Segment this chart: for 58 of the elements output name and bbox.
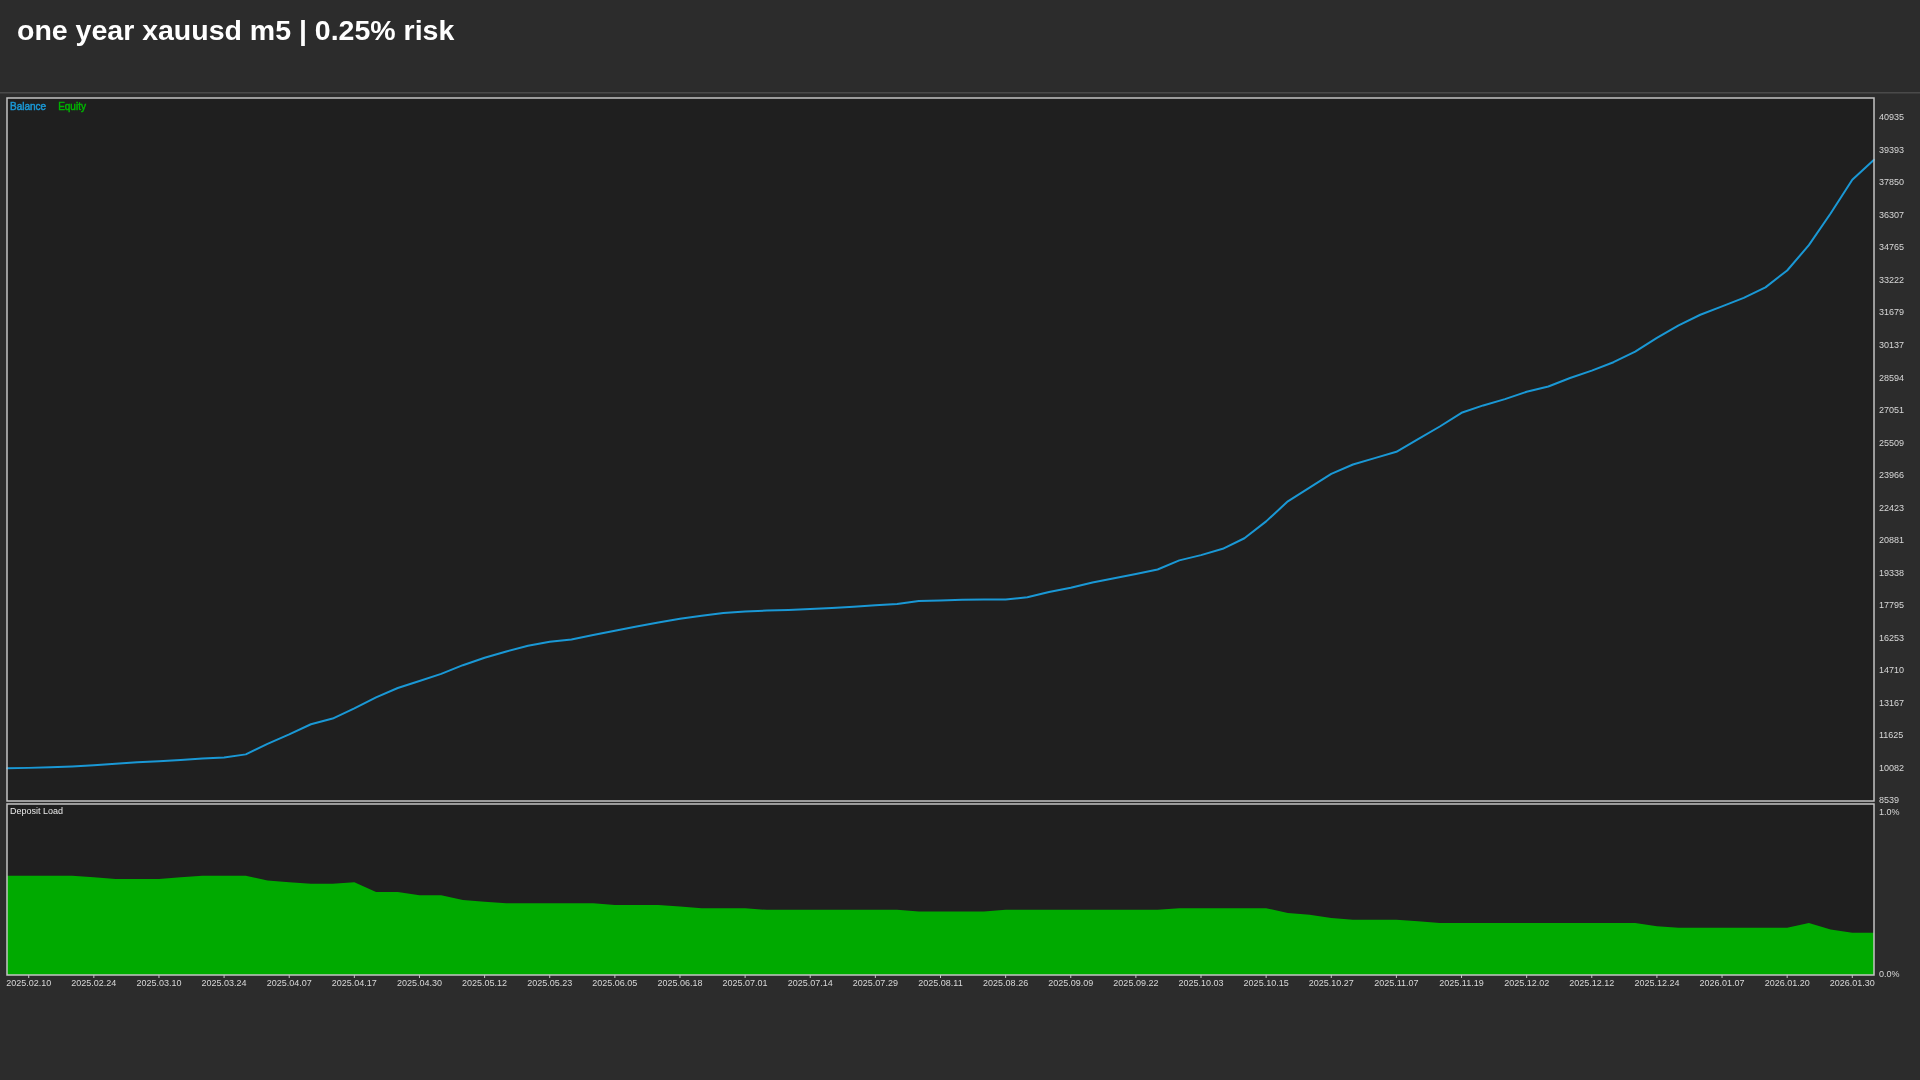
y-tick-label: 13167 bbox=[1879, 697, 1905, 708]
legend-label: Equity bbox=[58, 100, 86, 112]
y-tick-label: 23966 bbox=[1879, 470, 1905, 481]
y-tick-label: 33222 bbox=[1879, 274, 1905, 285]
y-tick-label: 30137 bbox=[1879, 339, 1905, 350]
y-tick-label: 25509 bbox=[1879, 437, 1905, 448]
x-tick-label: 2025.10.27 bbox=[1308, 978, 1354, 989]
x-tick-label: 2025.02.10 bbox=[6, 978, 52, 989]
x-tick-label: 2025.07.14 bbox=[787, 978, 833, 989]
y-tick-label: 31679 bbox=[1879, 307, 1905, 318]
x-tick-label: 2025.08.11 bbox=[918, 978, 963, 989]
x-tick-label: 2026.01.07 bbox=[1699, 978, 1745, 989]
y-tick-label: 11625 bbox=[1879, 730, 1904, 741]
y-tick-label: 20881 bbox=[1879, 535, 1905, 546]
y-tick-label: 8539 bbox=[1879, 795, 1900, 806]
chart-title: Deposit Load bbox=[10, 806, 64, 817]
x-tick-label: 2025.07.01 bbox=[722, 978, 768, 989]
x-tick-label: 2025.02.24 bbox=[71, 978, 117, 989]
text: Balance bbox=[10, 100, 47, 112]
y-tick-label: 19338 bbox=[1879, 567, 1905, 578]
x-tick-label: 2025.10.03 bbox=[1178, 978, 1224, 989]
y-tick-label: 27051 bbox=[1879, 405, 1905, 416]
x-tick-label: 2025.07.29 bbox=[852, 978, 898, 989]
x-tick-label: 2025.04.07 bbox=[266, 978, 312, 989]
x-tick-label: 2025.04.30 bbox=[396, 978, 442, 989]
x-tick-label: 2025.11.07 bbox=[1374, 978, 1419, 989]
y-tick-label: 28594 bbox=[1879, 372, 1905, 383]
y-tick-label: 16253 bbox=[1879, 632, 1905, 643]
y-tick-label: 17795 bbox=[1879, 600, 1905, 611]
y-tick-label: 1.0% bbox=[1879, 806, 1900, 817]
x-tick-label: 2025.12.24 bbox=[1634, 978, 1680, 989]
line-series bbox=[6, 158, 1875, 770]
x-tick-label: 2025.09.22 bbox=[1113, 978, 1159, 989]
x-tick-label: 2025.04.17 bbox=[331, 978, 377, 989]
x-tick-label: 2025.03.10 bbox=[136, 978, 182, 989]
x-tick-label: 2025.06.05 bbox=[592, 978, 638, 989]
y-tick-label: 10082 bbox=[1879, 762, 1905, 773]
y-tick-label: 34765 bbox=[1879, 242, 1905, 253]
x-tick-label: 2026.01.20 bbox=[1764, 978, 1810, 989]
x-tick-label: 2025.12.12 bbox=[1569, 978, 1615, 989]
y-tick-label: 37850 bbox=[1879, 177, 1905, 188]
y-tick-label: 40935 bbox=[1879, 112, 1905, 123]
y-tick-label: 39393 bbox=[1879, 144, 1905, 155]
x-tick-label: 2025.06.18 bbox=[657, 978, 703, 989]
x-tick-label: 2025.12.02 bbox=[1504, 978, 1550, 989]
x-tick-label: 2026.01.30 bbox=[1829, 978, 1875, 989]
x-tick-label: 2025.03.24 bbox=[201, 978, 247, 989]
chart-title: one year xauusd m5 | 0.25% risk bbox=[17, 13, 455, 46]
y-tick-label: 36307 bbox=[1879, 209, 1905, 220]
x-tick-label: 2025.10.15 bbox=[1243, 978, 1289, 989]
x-tick-label: 2025.08.26 bbox=[983, 978, 1029, 989]
x-tick-label: 2025.11.19 bbox=[1439, 978, 1484, 989]
y-tick-label: 14710 bbox=[1879, 665, 1905, 676]
y-tick-label: 22423 bbox=[1879, 502, 1905, 513]
y-tick-label: 0.0% bbox=[1879, 969, 1900, 980]
x-tick-label: 2025.09.09 bbox=[1048, 978, 1094, 989]
x-tick-label: 2025.05.23 bbox=[527, 978, 573, 989]
x-tick-label: 2025.05.12 bbox=[462, 978, 508, 989]
